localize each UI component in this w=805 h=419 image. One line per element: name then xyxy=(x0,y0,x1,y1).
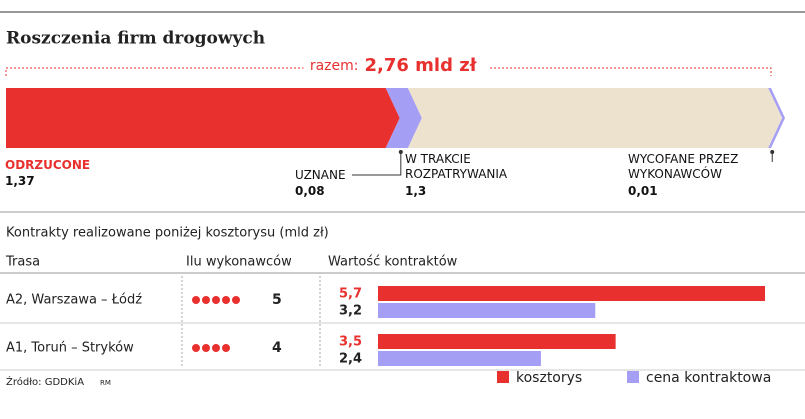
bar xyxy=(378,303,596,318)
category-label: WYCOFANE PRZEZ WYKONAWCÓW xyxy=(628,152,739,181)
value-label: 0,01 xyxy=(628,184,658,198)
value-label: 1,3 xyxy=(405,184,427,198)
bidder-dot xyxy=(202,344,210,352)
bidder-dot xyxy=(192,344,200,352)
value-label: 1,37 xyxy=(5,174,35,188)
leader-line xyxy=(352,150,402,176)
subtitle: Kontrakty realizowane poniżej kosztorysu… xyxy=(6,226,329,241)
value-label: 3,5 xyxy=(339,335,362,350)
category-label: ODRZUCONE xyxy=(5,158,91,172)
legend-label: kosztorys xyxy=(516,370,582,386)
bidder-dot xyxy=(212,296,220,304)
bidder-dot xyxy=(202,296,210,304)
value-label: 2,4 xyxy=(339,352,362,367)
header: Trasa xyxy=(5,255,40,270)
legend-swatch xyxy=(627,371,639,383)
credit: RM xyxy=(100,379,111,387)
bidder-count: 4 xyxy=(272,340,282,356)
total-label: razem: xyxy=(310,58,359,74)
bar-segment xyxy=(407,88,783,148)
leader-dot xyxy=(770,150,775,154)
title: Roszczenia firm drogowych xyxy=(6,29,265,49)
category-label: W TRAKCIE ROZPATRYWANIA xyxy=(405,152,508,181)
bidder-dot xyxy=(212,344,220,352)
legend-label: cena kontraktowa xyxy=(646,370,771,386)
category-label: A2, Warszawa – Łódź xyxy=(6,293,142,308)
legend-swatch xyxy=(497,371,509,383)
value-label: 5,7 xyxy=(339,287,362,302)
bar xyxy=(378,286,765,301)
source: Źródło: GDDKiA xyxy=(6,375,84,388)
bar-segment xyxy=(6,88,400,148)
header: Ilu wykonawców xyxy=(186,255,292,270)
bar xyxy=(378,334,616,349)
category-label: UZNANE xyxy=(295,168,346,182)
bidder-dot xyxy=(222,296,230,304)
bidder-count: 5 xyxy=(272,292,282,308)
category-label: A1, Toruń – Stryków xyxy=(6,341,134,356)
header: Wartość kontraktów xyxy=(328,255,458,270)
value-label: 3,2 xyxy=(339,304,362,319)
value-label: 0,08 xyxy=(295,184,325,198)
total-brace xyxy=(5,67,772,76)
leader-dot xyxy=(398,150,403,154)
bidder-dot xyxy=(222,344,230,352)
total-value: 2,76 mld zł xyxy=(365,55,478,76)
bidder-dot xyxy=(192,296,200,304)
bar xyxy=(378,351,541,366)
bidder-dot xyxy=(232,296,240,304)
label-bg xyxy=(303,56,489,76)
bar-segment xyxy=(385,88,422,148)
